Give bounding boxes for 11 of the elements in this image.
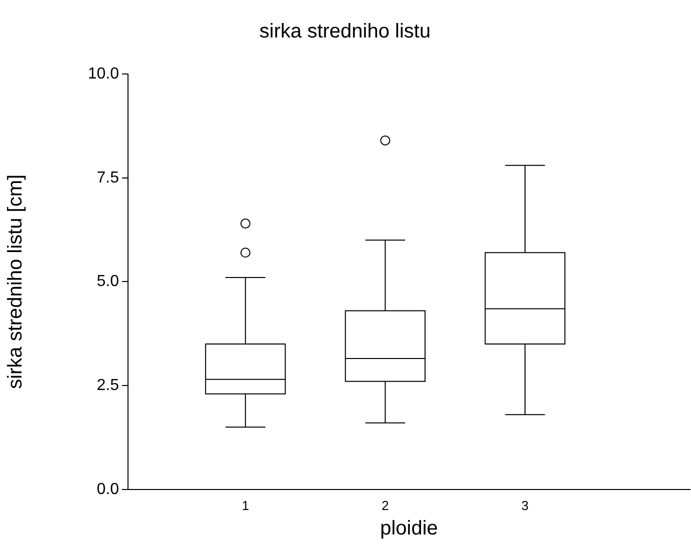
x-tick-label: 2 — [382, 498, 389, 513]
x-axis-title: ploidie — [380, 518, 438, 540]
x-tick-label: 1 — [242, 498, 250, 513]
x-tick-label: 3 — [521, 498, 529, 513]
chart-title: sirka stredniho listu — [259, 20, 431, 43]
y-tick-label: 5.0 — [96, 273, 120, 290]
y-tick-label: 7.5 — [96, 169, 120, 186]
y-tick-label: 10.0 — [88, 65, 120, 82]
y-tick-label: 0.0 — [96, 480, 120, 498]
y-tick-label: 2.5 — [96, 376, 120, 394]
y-axis-title: sirka stredniho listu [cm] — [4, 174, 27, 389]
